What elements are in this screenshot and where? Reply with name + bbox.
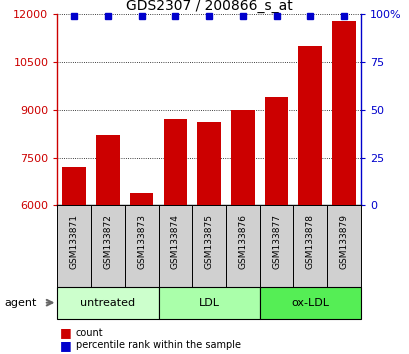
Text: ■: ■	[59, 339, 71, 352]
Title: GDS2307 / 200866_s_at: GDS2307 / 200866_s_at	[126, 0, 292, 13]
Text: LDL: LDL	[198, 298, 219, 308]
Text: ■: ■	[59, 326, 71, 339]
Bar	[331, 21, 355, 205]
Bar	[298, 46, 321, 205]
Bar	[197, 122, 220, 205]
Text: ox-LDL: ox-LDL	[290, 298, 328, 308]
Bar	[91, 205, 124, 287]
Text: agent: agent	[4, 298, 36, 308]
Bar	[158, 287, 259, 319]
Bar	[57, 287, 158, 319]
Bar	[259, 205, 293, 287]
Text: GSM133871: GSM133871	[70, 215, 79, 269]
Bar	[264, 97, 288, 205]
Bar	[124, 205, 158, 287]
Bar	[259, 287, 360, 319]
Bar	[293, 205, 326, 287]
Bar	[57, 205, 91, 287]
Text: count: count	[76, 328, 103, 338]
Bar	[130, 193, 153, 205]
Text: GSM133878: GSM133878	[305, 215, 314, 269]
Text: percentile rank within the sample: percentile rank within the sample	[76, 340, 240, 350]
Text: GSM133873: GSM133873	[137, 215, 146, 269]
Bar	[192, 205, 225, 287]
Text: GSM133876: GSM133876	[238, 215, 247, 269]
Text: GSM133875: GSM133875	[204, 215, 213, 269]
Text: GSM133872: GSM133872	[103, 215, 112, 269]
Text: GSM133879: GSM133879	[339, 215, 348, 269]
Bar	[225, 205, 259, 287]
Text: GSM133874: GSM133874	[171, 215, 180, 269]
Bar	[158, 205, 192, 287]
Bar	[230, 110, 254, 205]
Text: untreated: untreated	[80, 298, 135, 308]
Bar	[163, 119, 187, 205]
Bar	[326, 205, 360, 287]
Bar	[62, 167, 86, 205]
Text: GSM133877: GSM133877	[271, 215, 280, 269]
Bar	[96, 135, 119, 205]
